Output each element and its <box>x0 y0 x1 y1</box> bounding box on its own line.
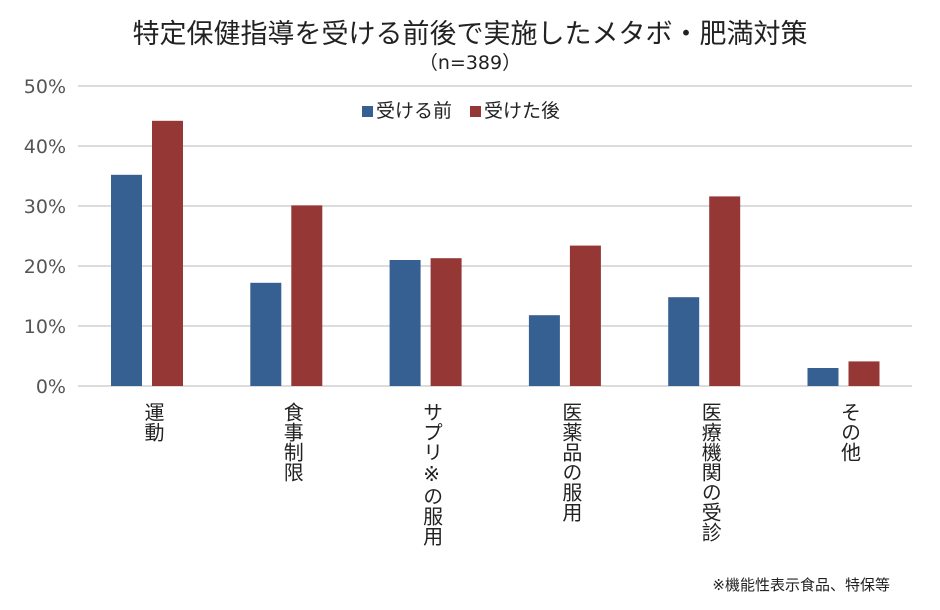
y-tick-label: 40% <box>24 136 66 158</box>
legend-swatch <box>470 106 482 117</box>
chart-subtitle: （n=389） <box>418 52 522 74</box>
bar-before <box>111 174 142 386</box>
legend-label: 受ける前 <box>376 100 453 122</box>
legend-item-before: 受ける前 <box>362 96 452 123</box>
bar-after <box>291 205 323 386</box>
bar-after <box>430 258 462 386</box>
legend-label: 受けた後 <box>484 100 561 122</box>
bar-before <box>250 282 282 386</box>
bar-before <box>807 368 839 386</box>
x-category-label: その他 <box>837 402 862 462</box>
legend-swatch <box>362 106 373 117</box>
y-tick-label: 10% <box>24 316 66 338</box>
x-category-label: 医療機関の受診 <box>698 402 723 542</box>
footnote: ※機能性表示食品、特保等 <box>712 576 890 594</box>
legend-item-after: 受けた後 <box>470 96 560 123</box>
x-category-label: 食事制限 <box>280 402 305 482</box>
bar-after <box>848 361 880 386</box>
bar-after <box>709 196 741 386</box>
x-category-label: 医薬品の服用 <box>558 402 583 522</box>
bar-after <box>569 245 601 386</box>
bar-after <box>152 120 183 387</box>
legend: 受ける前 受けた後 <box>362 96 560 123</box>
chart-title: 特定保健指導を受ける前後で実施したメタボ・肥満対策 <box>132 19 808 50</box>
y-tick-label: 0% <box>36 376 66 398</box>
bar-before <box>528 315 560 386</box>
y-tick-label: 30% <box>24 196 66 218</box>
bar-before <box>389 260 421 386</box>
bar-before <box>668 297 700 386</box>
y-tick-label: 50% <box>24 76 66 98</box>
y-tick-label: 20% <box>24 256 66 278</box>
x-category-label: 運動 <box>141 402 165 442</box>
x-category-label: サプリ※の服用 <box>419 402 444 546</box>
